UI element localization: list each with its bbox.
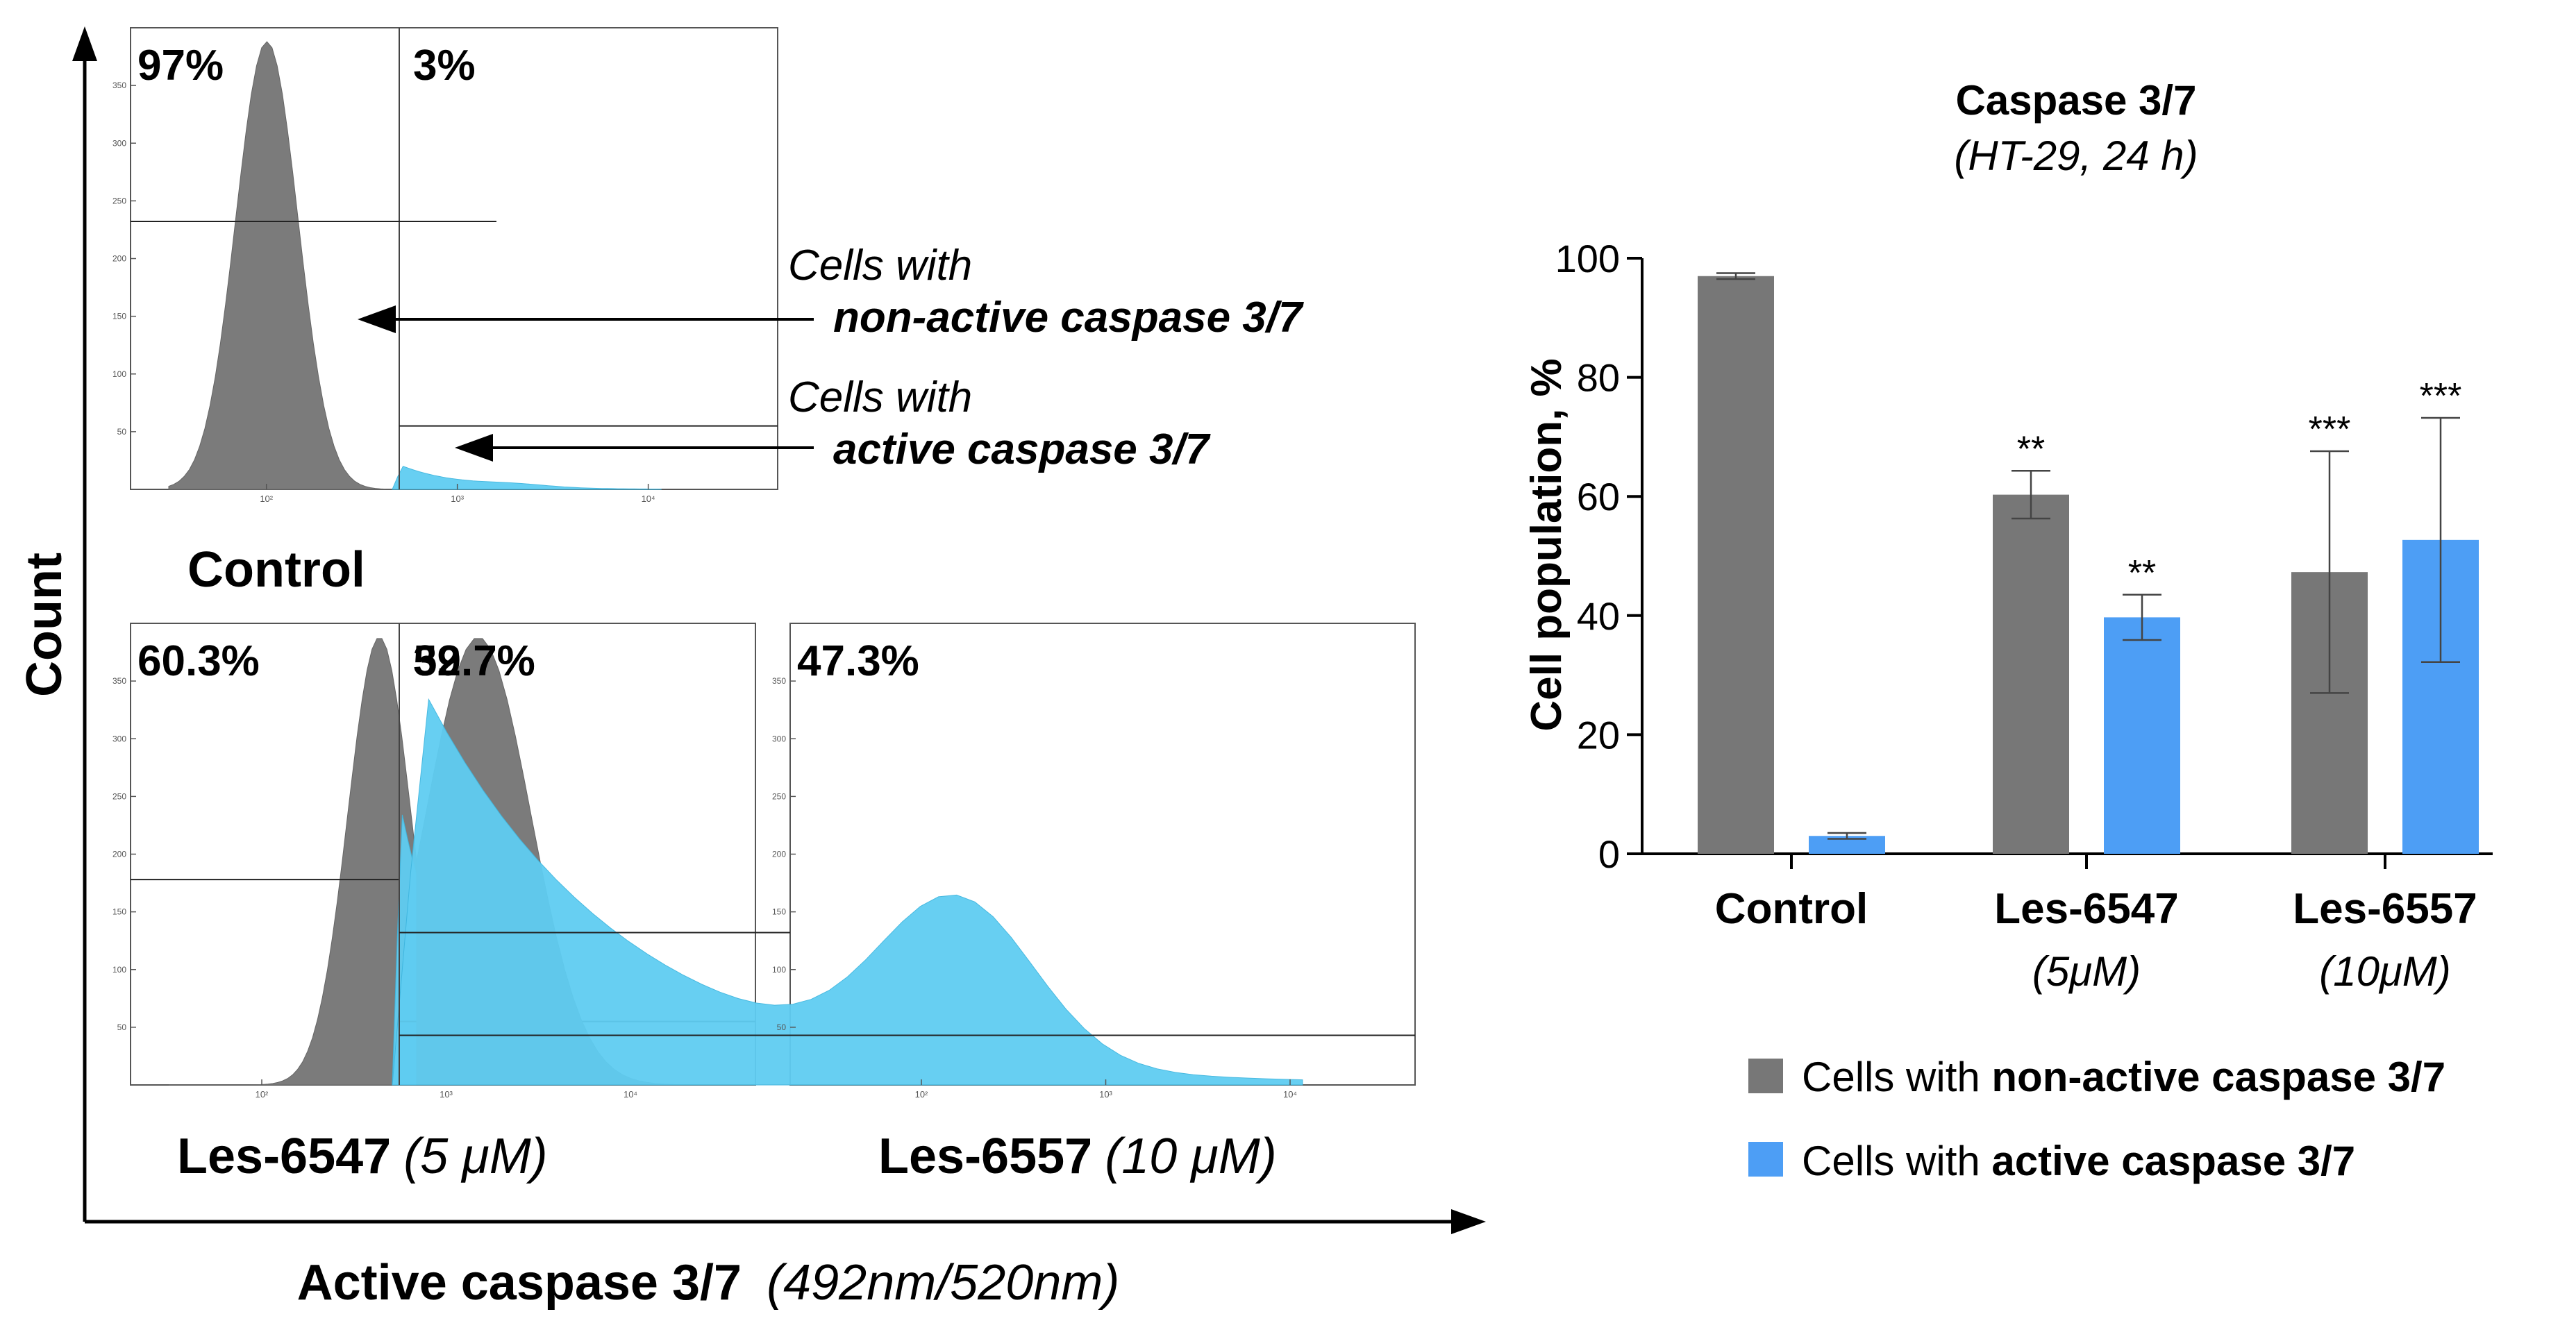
hist-ytick-label-les6547-3: 200 (112, 850, 126, 859)
histogram-active-les6557 (392, 698, 1303, 1086)
panel-label-conc-les6557: (10 μM) (1105, 1129, 1276, 1184)
percent-right-control: 3% (413, 42, 476, 90)
chart-bars: ** ******** (1698, 272, 2479, 854)
percent-left-les6557: 47.3% (797, 637, 919, 685)
chart-xtick-label-0: Control (1715, 885, 1868, 933)
panel-label-name-les6547: Les-6547 (177, 1129, 391, 1184)
bar-0-1 (1993, 494, 2069, 854)
hist-ytick-label-les6557-3: 200 (772, 850, 786, 859)
chart-ytick-label-1: 20 (1577, 713, 1620, 757)
panel-label-les6557: Les-6557 (10 μM) (878, 1129, 1277, 1184)
significance-1-1: ** (2128, 553, 2156, 593)
chart-ytick-label-4: 80 (1577, 356, 1620, 400)
left-x-label-main: Active caspase 3/7 (297, 1255, 742, 1311)
annotation-active: Cells with active caspase 3/7 (455, 373, 1211, 473)
hist-ytick-label-les6547-6: 350 (112, 676, 126, 686)
legend-swatch-nonactive (1748, 1059, 1783, 1093)
legend-swatch-active (1748, 1142, 1783, 1177)
annotation-active-arrowhead (455, 434, 493, 462)
legend-label-active-bold: active caspase 3/7 (1991, 1138, 2355, 1184)
chart-title: Caspase 3/7 (1956, 77, 2197, 124)
chart-ytick-label-0: 0 (1598, 832, 1620, 876)
annotation-nonactive: Cells with non-active caspase 3/7 (358, 242, 1304, 342)
hist-ytick-label-control-4: 250 (112, 196, 126, 205)
histogram-panel-control: 50 100 150 200 250 300 350 10² 10³ 10⁴ 97% 3% Contro… (112, 27, 778, 598)
chart-xtick-sublabel-2: (10μM) (2319, 948, 2451, 995)
chart-ytick-label-3: 60 (1577, 475, 1620, 519)
hist-xtick-label-control-1: 10³ (451, 494, 464, 504)
hist-xtick-label-les6547-1: 10³ (440, 1089, 453, 1100)
histogram-nonactive-les6547 (169, 638, 417, 1086)
chart-legend: Cells with non-active caspase 3/7 Cells … (1748, 1054, 2445, 1184)
percent-right-les6557: 52.7% (413, 637, 535, 685)
legend-label-active-prefix: Cells with (1802, 1138, 1991, 1184)
main-y-arrowhead (72, 26, 97, 61)
chart-xtick-sublabel-1: (5μM) (2032, 948, 2141, 995)
legend-label-active: Cells with active caspase 3/7 (1802, 1138, 2355, 1184)
hist-xtick-label-control-2: 10⁴ (642, 494, 655, 504)
chart-xtick-label-1: Les-6547 (1994, 885, 2178, 933)
panel-label-conc-les6547: (5 μM) (403, 1129, 547, 1184)
hist-ytick-label-les6547-2: 150 (112, 907, 126, 917)
panel-label-name-control: Control (187, 542, 365, 598)
annotation-nonactive-line1: Cells with (788, 242, 972, 289)
annotation-active-line1: Cells with (788, 373, 972, 421)
chart-ytick-label-2: 40 (1577, 594, 1620, 638)
hist-ytick-label-les6547-0: 50 (117, 1022, 127, 1032)
chart-y-label: Cell population, % (1523, 358, 1571, 731)
hist-ytick-label-les6547-1: 100 (112, 965, 126, 975)
annotation-nonactive-arrowhead (358, 305, 396, 333)
bar-1-1 (2104, 617, 2180, 854)
hist-xtick-label-les6557-1: 10³ (1099, 1089, 1112, 1100)
left-y-label: Count (17, 553, 72, 697)
hist-ytick-label-control-6: 350 (112, 81, 126, 90)
chart-x-ticks: Control Les-6547 (5μM) Les-6557 (10μM) (1715, 854, 2477, 995)
hist-ytick-label-les6557-4: 250 (772, 791, 786, 801)
panel-label-name-les6557: Les-6557 (878, 1129, 1092, 1184)
hist-ytick-label-les6547-5: 300 (112, 734, 126, 743)
significance-0-1: ** (2017, 429, 2045, 469)
hist-xtick-label-les6557-0: 10² (915, 1089, 928, 1100)
hist-ytick-label-control-2: 150 (112, 312, 126, 321)
significance-0-2: *** (2309, 410, 2351, 450)
significance-1-2: *** (2420, 376, 2462, 416)
bar-0-0 (1698, 276, 1774, 854)
left-x-label: Active caspase 3/7 (492nm/520nm) (297, 1255, 1120, 1311)
panel-label-control: Control (187, 542, 365, 598)
hist-ytick-label-control-1: 100 (112, 369, 126, 379)
hist-xtick-label-les6547-0: 10² (256, 1089, 269, 1100)
legend-label-nonactive-bold: non-active caspase 3/7 (1991, 1054, 2445, 1100)
percent-left-les6547: 60.3% (137, 637, 260, 685)
panel-label-les6547: Les-6547 (5 μM) (177, 1129, 548, 1184)
hist-ytick-label-les6557-1: 100 (772, 965, 786, 975)
hist-xtick-label-control-0: 10² (260, 494, 273, 504)
histogram-section: Count Active caspase 3/7 (492nm/520nm) 5… (17, 26, 1486, 1311)
bar-chart: Caspase 3/7 (HT-29, 24 h) Cell populatio… (1523, 77, 2493, 1184)
histogram-nonactive-control (168, 41, 427, 490)
chart-xtick-label-2: Les-6557 (2293, 885, 2477, 933)
chart-y-ticks: 0 20 40 60 80 100 (1555, 237, 1642, 876)
hist-ytick-label-control-5: 300 (112, 138, 126, 148)
annotation-active-line2: active caspase 3/7 (833, 426, 1211, 473)
hist-xtick-label-les6557-2: 10⁴ (1283, 1089, 1297, 1100)
main-x-arrowhead (1451, 1209, 1486, 1234)
hist-ytick-label-les6557-5: 300 (772, 734, 786, 743)
hist-ytick-label-control-3: 200 (112, 254, 126, 264)
annotation-nonactive-line2: non-active caspase 3/7 (833, 294, 1304, 342)
hist-ytick-label-control-0: 50 (117, 427, 127, 437)
hist-ytick-label-les6557-6: 350 (772, 676, 786, 686)
legend-label-nonactive: Cells with non-active caspase 3/7 (1802, 1054, 2445, 1100)
hist-ytick-label-les6547-4: 250 (112, 791, 126, 801)
left-x-label-unit: (492nm/520nm) (767, 1255, 1119, 1311)
hist-ytick-label-les6557-0: 50 (777, 1022, 787, 1032)
hist-xtick-label-les6547-2: 10⁴ (624, 1089, 637, 1100)
histogram-active-control (392, 466, 662, 490)
histogram-panel-les6557: 50 100 150 200 250 300 350 10² 10³ 10⁴ 47.3% 52.7% L… (392, 623, 1416, 1184)
hist-ytick-label-les6557-2: 150 (772, 907, 786, 917)
percent-left-control: 97% (137, 42, 224, 90)
legend-label-nonactive-prefix: Cells with (1802, 1054, 1991, 1100)
chart-subtitle: (HT-29, 24 h) (1954, 133, 2198, 179)
chart-ytick-label-5: 100 (1555, 237, 1620, 280)
